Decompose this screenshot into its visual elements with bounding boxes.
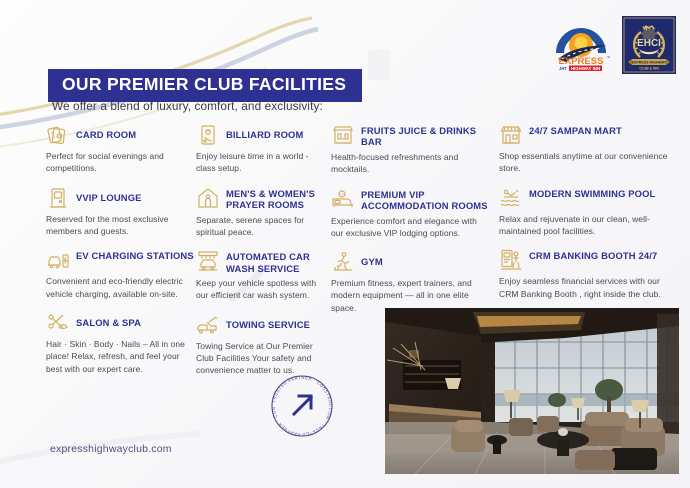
facility-desc: Perfect for social evenings and competit…: [46, 151, 164, 174]
logo-group: EXPRESS JHT HIGHWAY INN ™ EHCI: [552, 16, 676, 74]
svg-text:HIGHWAY INN: HIGHWAY INN: [571, 66, 600, 71]
facility-column-2: BILLIARD ROOM Enjoy leisure time in a wo…: [196, 124, 331, 389]
facility-title: 24/7 SAMPAN MART: [529, 125, 622, 136]
ehci-crest-logo: EHCI EXPRESS HIGHWAY CLUB & INN: [622, 16, 676, 74]
page-subtitle: We offer a blend of luxury, comfort, and…: [52, 99, 323, 113]
facility-item-juice-bar: FRUITS JUICE & DRINKS BAR Health-focused…: [331, 124, 499, 176]
playing-cards-icon: [46, 123, 70, 147]
express-highway-inn-logo: EXPRESS JHT HIGHWAY INN ™: [552, 19, 610, 71]
vvip-lounge-door-icon: [46, 186, 70, 210]
facility-item-card-room: CARD ROOM Perfect for social evenings an…: [46, 124, 196, 175]
car-wash-icon: [196, 249, 220, 273]
prayer-room-icon: [196, 186, 220, 210]
stamp-curved-text: TRUSTED PARTNER · CONSTRUCTION · TRUSTED…: [266, 370, 333, 437]
facility-column-1: CARD ROOM Perfect for social evenings an…: [46, 124, 196, 389]
svg-text:™: ™: [606, 55, 610, 60]
ev-charging-icon: [46, 248, 70, 272]
facility-item-sampan-mart: 24/7 SAMPAN MART Shop essentials anytime…: [499, 124, 681, 175]
facility-desc: Experience comfort and elegance with our…: [331, 215, 477, 238]
svg-text:JHT: JHT: [559, 66, 567, 71]
facility-title: TOWING SERVICE: [226, 318, 311, 330]
salon-spa-scissors-icon: [46, 311, 70, 335]
arrow-up-right-icon: [291, 394, 314, 417]
facility-title: MODERN SWIMMING POOL: [529, 187, 656, 199]
ehci-monogram: EHCI: [637, 38, 661, 49]
facility-item-gym: GYM Premium fitness, expert trainers, an…: [331, 251, 499, 314]
facility-title: MEN'S & WOMEN'S PRAYER ROOMS: [226, 187, 316, 211]
vip-bed-icon: VIP: [331, 187, 355, 211]
ehci-subbanner-text: CLUB & INN: [639, 67, 659, 71]
facility-desc: Separate, serene spaces for spiritual pe…: [196, 214, 305, 237]
facility-title: CRM BANKING BOOTH 24/7: [529, 250, 658, 262]
billiard-table-icon: [196, 123, 220, 147]
facility-desc: Relax and rejuvenate in our clean, well-…: [499, 213, 650, 236]
page-title: OUR PREMIER CLUB FACILITIES: [62, 74, 347, 94]
facility-item-billiard-room: BILLIARD ROOM Enjoy leisure time in a wo…: [196, 124, 331, 175]
facility-desc: Health-focused refreshments and mocktail…: [331, 151, 459, 175]
facility-item-swimming-pool: MODERN SWIMMING POOL Relax and rejuvenat…: [499, 187, 681, 238]
juice-bar-icon: [331, 123, 355, 147]
facility-item-vip-accommodation: VIP PREMIUM VIP ACCOMMODATION ROOMS Expe…: [331, 188, 499, 240]
facility-title: PREMIUM VIP ACCOMMODATION ROOMS: [361, 188, 488, 212]
facility-desc: Premium fitness, expert trainers, and mo…: [331, 278, 472, 313]
gym-weights-icon: [331, 250, 355, 274]
facility-desc: Convenient and eco-friendly electric veh…: [46, 276, 183, 299]
facility-title: AUTOMATED CAR WASH SERVICE: [226, 251, 310, 274]
facility-item-car-wash: AUTOMATED CAR WASH SERVICE Keep your veh…: [196, 250, 331, 302]
facilities-grid: CARD ROOM Perfect for social evenings an…: [46, 124, 682, 389]
facility-desc: Enjoy leisure time in a world -class set…: [196, 151, 309, 174]
facility-item-towing-service: TOWING SERVICE Towing Service at Our Pre…: [196, 314, 331, 377]
facility-desc: Enjoy seamless financial services with o…: [499, 276, 661, 299]
facility-desc: Towing Service at Our Premier Club Facil…: [196, 340, 313, 376]
facility-item-vvip-lounge: VVIP LOUNGE Reserved for the most exclus…: [46, 187, 196, 238]
background-watermark: [368, 50, 390, 80]
facility-title: FRUITS JUICE & DRINKS BAR: [361, 125, 477, 148]
facility-column-3: FRUITS JUICE & DRINKS BAR Health-focused…: [331, 124, 499, 389]
facility-title: SALON & SPA: [76, 316, 142, 328]
facility-desc: Keep your vehicle spotless with our effi…: [196, 278, 317, 301]
tow-truck-icon: [196, 313, 220, 337]
svg-text:VIP: VIP: [340, 192, 345, 196]
facility-column-4: 24/7 SAMPAN MART Shop essentials anytime…: [499, 124, 681, 389]
facility-desc: Reserved for the most exclusive members …: [46, 213, 169, 236]
facility-item-crm-banking: CRM BANKING BOOTH 24/7 Enjoy seamless fi…: [499, 249, 681, 300]
facility-item-ev-charging: EV CHARGING STATIONS Convenient and eco-…: [46, 249, 196, 300]
page-title-banner: OUR PREMIER CLUB FACILITIES: [48, 69, 363, 102]
facility-title: VVIP LOUNGE: [76, 191, 142, 203]
facility-item-prayer-rooms: MEN'S & WOMEN'S PRAYER ROOMS Separate, s…: [196, 187, 331, 239]
facility-desc: Hair · Skin · Body · Nails – All in one …: [46, 338, 185, 374]
facility-desc: Shop essentials anytime at our convenien…: [499, 151, 668, 174]
ehci-banner-text: EXPRESS HIGHWAY: [632, 61, 667, 65]
swimming-pool-icon: [499, 186, 523, 210]
facility-title: CARD ROOM: [76, 129, 137, 140]
facility-title: EV CHARGING STATIONS: [76, 250, 194, 262]
express-logo-wordmark: EXPRESS: [559, 56, 604, 67]
atm-banking-icon: [499, 248, 523, 272]
facility-title: GYM: [361, 256, 383, 268]
facility-item-salon-spa: SALON & SPA Hair · Skin · Body · Nails –…: [46, 312, 196, 375]
website-url[interactable]: expresshighwayclub.com: [50, 443, 172, 455]
club-lobby-photo: [385, 308, 679, 474]
facility-title: BILLIARD ROOM: [226, 129, 304, 140]
trusted-partner-stamp: TRUSTED PARTNER · CONSTRUCTION · TRUSTED…: [266, 370, 338, 442]
convenience-store-icon: [499, 123, 523, 147]
